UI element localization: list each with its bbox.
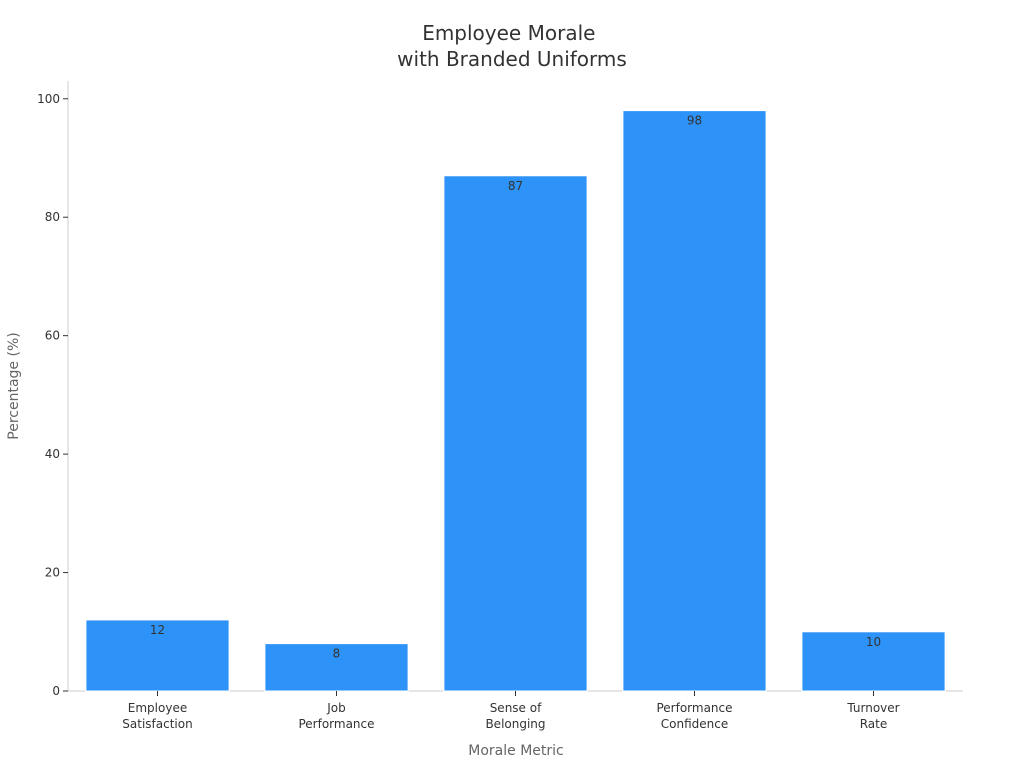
data-label: 87 — [508, 179, 523, 193]
y-tick-label: 100 — [37, 92, 60, 106]
bar — [85, 619, 230, 692]
x-tick-label: Satisfaction — [122, 717, 192, 731]
bar — [622, 110, 767, 692]
data-label: 10 — [866, 635, 881, 649]
y-axis-label: Percentage (%) — [6, 332, 22, 439]
data-label: 8 — [333, 647, 341, 661]
y-tick-label: 0 — [52, 684, 60, 698]
data-label: 98 — [687, 114, 702, 128]
bar — [801, 631, 946, 692]
data-label: 12 — [150, 623, 165, 637]
y-tick-label: 40 — [45, 447, 60, 461]
bar — [443, 175, 588, 692]
chart-title: Employee Morale with Branded Uniforms — [397, 21, 627, 71]
x-tick-label: Employee — [128, 701, 187, 715]
y-tick-label: 60 — [45, 329, 60, 343]
x-tick-label: Turnover — [846, 701, 899, 715]
x-tick-label: Performance — [656, 701, 732, 715]
chart-title-line-1: Employee Morale — [422, 21, 595, 45]
x-tick-label: Job — [326, 701, 346, 715]
y-tick-label: 20 — [45, 566, 60, 580]
x-tick-label: Sense of — [490, 701, 542, 715]
x-axis-label: Morale Metric — [468, 743, 563, 759]
x-tick-label: Performance — [298, 717, 374, 731]
chart-title-line-2: with Branded Uniforms — [397, 47, 627, 71]
y-tick-label: 80 — [45, 210, 60, 224]
x-tick-label: Rate — [860, 717, 888, 731]
x-tick-label: Confidence — [661, 717, 728, 731]
x-tick-label: Belonging — [485, 717, 545, 731]
